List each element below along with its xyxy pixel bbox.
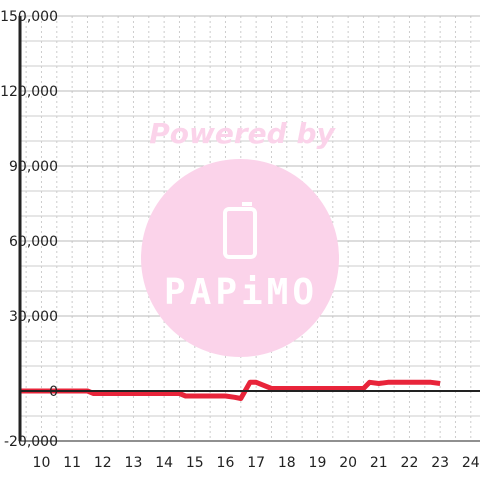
x-tick-label: 19 [309, 455, 327, 471]
tick-labels: -20,000 0 30,000 60,000 90,000 120,000 150,000… [0, 9, 480, 471]
y-tick-label: 60,000 [9, 234, 58, 250]
x-tick-label: 14 [155, 455, 173, 471]
x-tick-label: 15 [186, 455, 204, 471]
x-tick-label: 16 [217, 455, 235, 471]
watermark-brand: PAPiMO [164, 272, 318, 313]
x-tick-label: 10 [33, 455, 51, 471]
y-tick-label: 30,000 [9, 309, 58, 325]
y-tick-label: 90,000 [9, 159, 58, 175]
x-tick-label: 17 [247, 455, 265, 471]
x-tick-label: 11 [63, 455, 81, 471]
series [20, 379, 441, 401]
y-tick-label: 0 [49, 384, 58, 400]
x-tick-label: 13 [125, 455, 143, 471]
x-tick-label: 18 [278, 455, 296, 471]
x-tick-label: 24 [462, 455, 480, 471]
phone-icon [223, 202, 257, 259]
watermark-powered-by: Powered by [149, 117, 336, 150]
x-tick-label: 23 [431, 455, 449, 471]
x-tick-label: 22 [401, 455, 419, 471]
y-tick-label: 120,000 [0, 84, 58, 100]
y-tick-label: 150,000 [0, 9, 58, 25]
x-tick-label: 21 [370, 455, 388, 471]
watermark: Powered by PAPiMO [141, 117, 339, 357]
x-tick-label: 12 [94, 455, 112, 471]
series-line [20, 379, 441, 401]
y-tick-label: -20,000 [4, 434, 58, 450]
axes [18, 16, 480, 442]
x-tick-label: 20 [339, 455, 357, 471]
